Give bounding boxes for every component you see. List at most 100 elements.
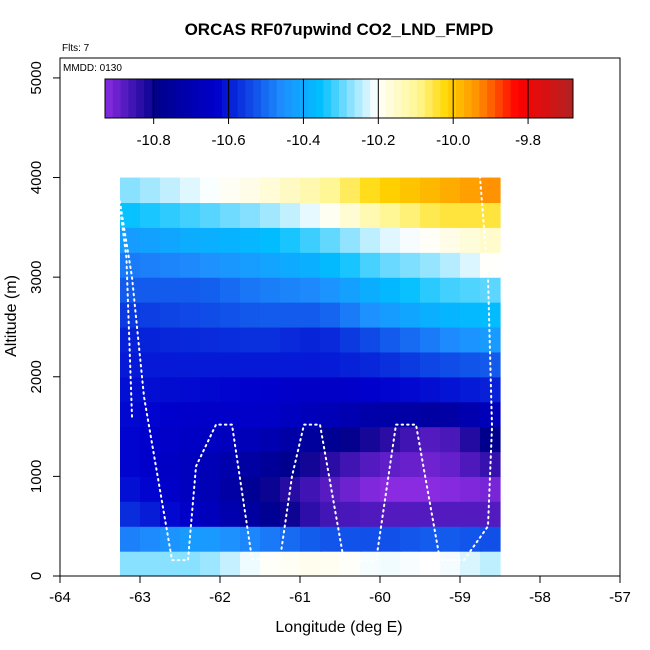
heatmap-cell bbox=[120, 252, 141, 278]
heatmap-cell bbox=[220, 451, 241, 477]
heatmap-cell bbox=[120, 227, 141, 253]
colorbar-segment bbox=[526, 79, 535, 118]
heatmap-cell bbox=[300, 302, 321, 328]
heatmap-cell bbox=[360, 451, 381, 477]
heatmap-cell bbox=[160, 451, 181, 477]
colorbar-segment bbox=[300, 79, 309, 118]
heatmap-cell bbox=[240, 252, 261, 278]
x-tick-label: -64 bbox=[49, 589, 71, 606]
heatmap-cell bbox=[160, 476, 181, 502]
heatmap-cell bbox=[140, 227, 161, 253]
colorbar-segment bbox=[229, 79, 239, 118]
colorbar-segment bbox=[151, 79, 161, 118]
heatmap-cell bbox=[220, 252, 241, 278]
heatmap-cell bbox=[240, 426, 261, 453]
heatmap-cell bbox=[260, 501, 281, 527]
x-axis-label: Longitude (deg E) bbox=[275, 619, 402, 636]
heatmap-cell bbox=[340, 202, 361, 228]
heatmap-cell bbox=[400, 227, 421, 253]
chart-title: ORCAS RF07upwind CO2_LND_FMPD bbox=[185, 20, 494, 39]
heatmap-cell bbox=[460, 227, 481, 253]
heatmap-cell bbox=[480, 252, 501, 278]
heatmap-cell bbox=[140, 426, 161, 453]
heatmap-cell bbox=[420, 526, 441, 552]
heatmap-cell bbox=[140, 177, 161, 204]
heatmap-cell bbox=[380, 451, 401, 477]
heatmap-cell bbox=[200, 252, 221, 278]
heatmap-cell bbox=[340, 302, 361, 328]
heatmap-cell bbox=[440, 526, 461, 552]
heatmap-cell bbox=[460, 202, 481, 228]
heatmap-cell bbox=[400, 451, 421, 477]
heatmap-cell bbox=[120, 476, 141, 502]
heatmap-cell bbox=[240, 351, 261, 378]
colorbar-segment bbox=[339, 79, 348, 118]
heatmap-cell bbox=[220, 401, 241, 428]
heatmap-cell bbox=[300, 351, 321, 378]
x-tick-label: -62 bbox=[209, 589, 231, 606]
heatmap-cell bbox=[300, 177, 321, 204]
heatmap-cell bbox=[240, 277, 261, 303]
colorbar-segment bbox=[534, 79, 543, 118]
colorbar-tick-label: -10.4 bbox=[286, 132, 320, 149]
heatmap-cell bbox=[140, 551, 161, 577]
heatmap-cell bbox=[280, 252, 301, 278]
heatmap-cell bbox=[220, 426, 241, 453]
heatmap-cell bbox=[140, 326, 161, 353]
heatmap-cell bbox=[180, 426, 201, 453]
heatmap-cell bbox=[220, 351, 241, 378]
heatmap-cell bbox=[440, 426, 461, 453]
colorbar-segment bbox=[432, 79, 441, 118]
heatmap-cell bbox=[360, 426, 381, 453]
heatmap-cell bbox=[480, 551, 501, 577]
colorbar-frame bbox=[104, 78, 574, 119]
heatmap-cell bbox=[260, 351, 281, 378]
heatmap-cell bbox=[420, 476, 441, 502]
heatmap-cell bbox=[340, 426, 361, 453]
heatmap-cell bbox=[280, 426, 301, 453]
heatmap-cell bbox=[420, 501, 441, 527]
heatmap-cell bbox=[440, 351, 461, 378]
heatmap-cell bbox=[280, 351, 301, 378]
heatmap-cell bbox=[120, 277, 141, 303]
heatmap-cell bbox=[420, 376, 441, 403]
heatmap-cell bbox=[420, 551, 441, 577]
heatmap-cell bbox=[400, 252, 421, 278]
heatmap-cell bbox=[320, 252, 341, 278]
heatmap-cell bbox=[360, 551, 381, 577]
y-axis-label: Altitude (m) bbox=[3, 275, 20, 357]
x-tick-label: -58 bbox=[529, 589, 551, 606]
heatmap-cell bbox=[400, 351, 421, 378]
colorbar-segment bbox=[307, 79, 317, 118]
heatmap-cell bbox=[380, 302, 401, 328]
heatmap-cell bbox=[260, 401, 281, 428]
colorbar-segment bbox=[284, 79, 293, 118]
heatmap-cell bbox=[220, 526, 241, 552]
heatmap-cell bbox=[380, 526, 401, 552]
heatmap-cell bbox=[280, 227, 301, 253]
heatmap-cell bbox=[460, 177, 481, 204]
heatmap-cell bbox=[240, 302, 261, 328]
heatmap-cell bbox=[440, 551, 461, 577]
heatmap-cell bbox=[400, 177, 421, 204]
colorbar-segment bbox=[354, 79, 363, 118]
heatmap-cell bbox=[340, 277, 361, 303]
heatmap-cell bbox=[160, 177, 181, 204]
heatmap-cell bbox=[220, 177, 241, 204]
colorbar-segment bbox=[456, 79, 465, 118]
heatmap-cell bbox=[160, 227, 181, 253]
heatmap-cell bbox=[140, 476, 161, 502]
heatmap-cell bbox=[220, 227, 241, 253]
heatmap-cell bbox=[140, 376, 161, 403]
heatmap-cell bbox=[340, 401, 361, 428]
colorbar-segment bbox=[323, 79, 332, 118]
heatmap-cell bbox=[200, 277, 221, 303]
heatmap-cell bbox=[460, 451, 481, 477]
heatmap-cell bbox=[180, 376, 201, 403]
heatmap-cell bbox=[140, 351, 161, 378]
heatmap-cell bbox=[340, 551, 361, 577]
heatmap-cell bbox=[460, 376, 481, 403]
heatmap-cell bbox=[260, 277, 281, 303]
heatmap-cell bbox=[440, 302, 461, 328]
heatmap-cell bbox=[300, 376, 321, 403]
